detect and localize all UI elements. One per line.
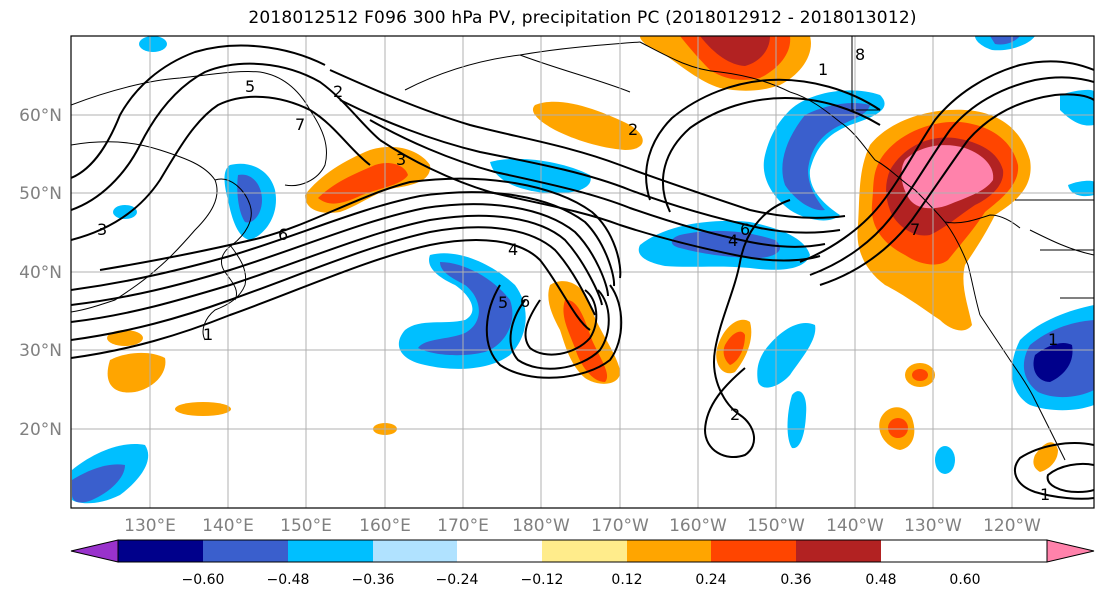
colorbar-label: −0.24 (436, 572, 479, 588)
contour-label: 5 (245, 77, 255, 96)
lat-label: 20°N (19, 420, 62, 440)
lon-label: 140°W (826, 516, 884, 536)
colorbar-label: 0.24 (695, 572, 726, 588)
colorbar-frame (117, 539, 1048, 563)
contour-label: 7 (910, 220, 920, 239)
contour-label: 2 (730, 405, 740, 424)
contour-label: 6 (740, 220, 750, 239)
contour-labels: 5 2 7 3 6 3 4 5 6 1 2 4 6 1 8 7 1 2 1 (97, 45, 1058, 504)
colorbar-segment (711, 540, 796, 562)
pv-contours (71, 44, 1094, 500)
contour-label: 3 (396, 150, 406, 169)
lon-label: 130°E (124, 516, 176, 536)
lon-label: 160°W (669, 516, 727, 536)
lat-label: 30°N (19, 341, 62, 361)
colorbar-left-extension (70, 539, 119, 563)
lon-label: 150°E (280, 516, 332, 536)
contour-label: 1 (1040, 485, 1050, 504)
contour-label: 4 (508, 240, 518, 259)
lon-label: 170°W (591, 516, 649, 536)
contour-label: 8 (855, 45, 865, 64)
colorbar-labels: −0.60 −0.48 −0.36 −0.24 −0.12 0.12 0.24 … (182, 572, 981, 588)
lon-label: 170°E (437, 516, 489, 536)
map-title: 2018012512 F096 300 hPa PV, precipitatio… (248, 8, 917, 28)
lon-label: 130°W (904, 516, 962, 536)
colorbar-segment (288, 540, 373, 562)
map-plot-area: 5 2 7 3 6 3 4 5 6 1 2 4 6 1 8 7 1 2 1 (71, 36, 1094, 508)
lon-label: 150°W (747, 516, 805, 536)
precipitation-shading (72, 36, 1094, 504)
contour-label: 2 (628, 120, 638, 139)
contour-label: 7 (295, 115, 305, 134)
contour-label: 6 (278, 225, 288, 244)
lon-label: 140°E (202, 516, 254, 536)
colorbar-segment (542, 540, 627, 562)
colorbar-segment (118, 540, 203, 562)
colorbar-label: −0.12 (521, 572, 564, 588)
contour-label: 1 (203, 325, 213, 344)
contour-label: 1 (818, 60, 828, 79)
lon-label: 120°W (983, 516, 1041, 536)
contour-label: 5 (498, 293, 508, 312)
contour-label: 4 (728, 231, 738, 250)
lon-label: 160°E (359, 516, 411, 536)
contour-label: 1 (1048, 330, 1058, 349)
lat-label: 50°N (19, 184, 62, 204)
colorbar-label: 0.12 (611, 572, 642, 588)
contour-label: 2 (333, 82, 343, 101)
colorbar-label: 0.60 (949, 572, 980, 588)
colorbar-label: −0.60 (182, 572, 225, 588)
colorbar-label: 0.48 (865, 572, 896, 588)
latitude-labels: 60°N 50°N 40°N 30°N 20°N (19, 106, 62, 440)
colorbar-segment (373, 540, 457, 562)
longitude-labels: 130°E 140°E 150°E 160°E 170°E 180°W 170°… (124, 516, 1041, 536)
colorbar-segment (457, 540, 542, 562)
colorbar (70, 539, 1095, 563)
lat-label: 60°N (19, 106, 62, 126)
colorbar-right-extension (1046, 539, 1095, 563)
colorbar-label: 0.36 (780, 572, 811, 588)
contour-label: 6 (520, 292, 530, 311)
contour-label: 3 (97, 220, 107, 239)
colorbar-segment (627, 540, 711, 562)
colorbar-label: −0.36 (352, 572, 395, 588)
colorbar-label: −0.48 (267, 572, 310, 588)
lat-label: 40°N (19, 263, 62, 283)
lon-label: 180°W (512, 516, 570, 536)
colorbar-segment (796, 540, 881, 562)
colorbar-segment (203, 540, 288, 562)
map-frame (70, 35, 1095, 509)
coastlines (71, 36, 1094, 461)
